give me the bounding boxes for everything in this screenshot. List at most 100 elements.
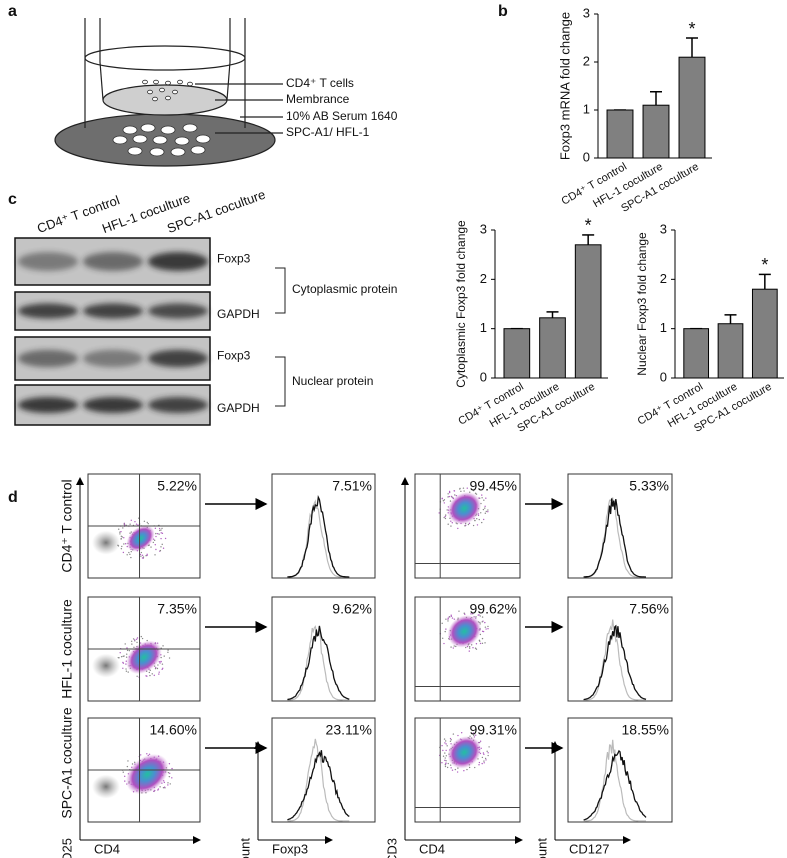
cell-dot (156, 532, 159, 535)
panel-label: d (8, 489, 18, 506)
y-tick-label: 1 (660, 320, 667, 335)
plot-frame (271, 596, 376, 702)
cell-dot (447, 620, 449, 622)
cell-dot (478, 764, 480, 766)
cell-dot (146, 753, 148, 755)
cell-dot (446, 509, 448, 511)
cell-dot (464, 525, 466, 527)
cell-dot (466, 768, 468, 771)
cell-dot (449, 740, 452, 742)
cell-dot (487, 752, 489, 754)
cell-dot (122, 551, 125, 554)
percent: 23.11% (326, 722, 372, 738)
cell-dot (131, 763, 134, 765)
cell-dot (484, 507, 486, 509)
cell-dot (160, 656, 162, 659)
bar (574, 244, 602, 379)
cell-dot (133, 639, 136, 641)
cell-dot (474, 766, 476, 769)
cell-dot (474, 519, 476, 522)
diagram-label: SPC-A1/ HFL-1 (286, 125, 370, 139)
blot-band (148, 303, 208, 319)
percent: 7.51% (332, 478, 372, 494)
cell-dot (485, 497, 487, 499)
band-label: GAPDH (217, 401, 260, 415)
cell-dot (153, 674, 155, 677)
cell-dot (162, 667, 164, 669)
cell-dot (161, 668, 163, 671)
cell-dot (156, 667, 159, 670)
cell-dot (159, 662, 161, 664)
cell-dot (158, 671, 160, 673)
cell-dot (441, 761, 443, 764)
histogram-curve (583, 749, 647, 821)
cell-dot (160, 529, 162, 531)
cell-dot (155, 535, 157, 538)
plot-frame (271, 473, 376, 579)
cell-dot (130, 519, 132, 522)
cell-dot (481, 621, 483, 623)
cell-dot (443, 516, 445, 519)
cell-dot (484, 626, 487, 628)
cell-dot (447, 618, 449, 620)
cell-dot (443, 642, 445, 645)
cell-dot (167, 782, 169, 784)
cell-dot (146, 521, 148, 524)
percent: 99.62% (470, 601, 517, 617)
cell-dot (451, 617, 454, 619)
cell-dot (487, 628, 489, 630)
cell-dot (460, 490, 462, 493)
cell-dot (117, 544, 119, 546)
cell-dot (148, 671, 151, 674)
cell-dot (123, 655, 125, 657)
cell-dot (122, 527, 124, 529)
cell-dot (457, 527, 459, 530)
cell-dot (442, 500, 445, 502)
y-tick-label: 3 (660, 221, 667, 236)
cell-dot (122, 667, 124, 669)
cell-dot (444, 757, 446, 759)
cell-dot (482, 752, 485, 754)
cell-dot (445, 755, 447, 757)
cell-dot (468, 647, 471, 649)
cell-dot (472, 647, 474, 649)
cell-dot (125, 663, 127, 665)
cell-dot (466, 487, 468, 489)
axis-label: CD3 (384, 838, 399, 858)
cell-dot (136, 637, 139, 639)
y-tick-label: 2 (480, 271, 487, 286)
cell-dot (163, 781, 166, 784)
cell-dot (468, 650, 470, 652)
cell-dot (481, 494, 483, 496)
cell-dot (475, 648, 478, 650)
cell-dot (441, 622, 443, 625)
cell-dot (443, 738, 446, 740)
cell-dot (487, 509, 489, 511)
bar (642, 104, 670, 159)
cell-cloud (92, 653, 120, 678)
histogram-curve (583, 739, 646, 822)
y-tick-label: 2 (660, 271, 667, 286)
cell-dot (130, 556, 132, 559)
cell-dot (486, 750, 488, 753)
cell-dot (481, 521, 483, 524)
cell-dot (129, 523, 131, 525)
y-tick-label: 3 (480, 221, 487, 236)
cell-dot (158, 527, 161, 530)
cell-dot (127, 671, 129, 673)
cell-dot (151, 673, 153, 675)
cell-dot (169, 783, 171, 785)
blot-band (83, 397, 143, 413)
cell-dot (454, 768, 457, 771)
cell-dot (125, 656, 128, 658)
cell-dot (123, 524, 126, 526)
y-axis-label: Cytoplasmic Foxp3 fold change (454, 220, 468, 388)
cell-dot (141, 557, 144, 559)
cell-dot (475, 643, 478, 645)
cell-dot (168, 657, 171, 659)
cell-dot (143, 520, 146, 523)
plot-frame (567, 596, 673, 702)
histogram-curve (583, 624, 647, 701)
cell-cloud (92, 530, 120, 555)
cell-dot (171, 777, 173, 779)
